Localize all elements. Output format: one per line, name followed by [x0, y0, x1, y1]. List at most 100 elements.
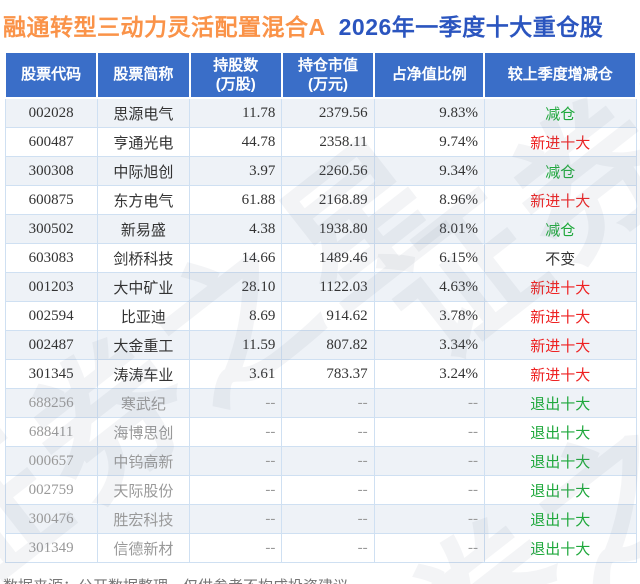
- col-header-shares: 持股数 (万股): [188, 51, 283, 99]
- cell-net-pct: --: [373, 504, 485, 534]
- cell-market-value: 783.37: [281, 359, 375, 389]
- cell-market-value: --: [281, 475, 375, 505]
- cell-stock-name: 涛涛车业: [96, 359, 191, 389]
- change-label: 退出十大: [530, 540, 591, 558]
- cell-stock-code: 300308: [4, 156, 98, 186]
- table-row: 600487 亨通光电 44.78 2358.11 9.74% 新进十大: [4, 127, 637, 157]
- cell-shares: --: [189, 446, 283, 476]
- col-header-code: 股票代码: [3, 51, 99, 99]
- table-row: 600875 东方电气 61.88 2168.89 8.96% 新进十大: [4, 185, 637, 215]
- cell-stock-code: 600875: [4, 185, 98, 215]
- table-row: 300308 中际旭创 3.97 2260.56 9.34% 减仓: [4, 156, 637, 186]
- cell-change: 退出十大: [483, 388, 637, 418]
- cell-net-pct: --: [373, 446, 485, 476]
- table-row: 000657 中钨高新 -- -- -- 退出十大: [4, 446, 637, 476]
- col-header-name-label: 股票简称: [113, 66, 174, 84]
- change-label: 减仓: [545, 221, 576, 239]
- cell-stock-code: 688256: [4, 388, 98, 418]
- cell-net-pct: 6.15%: [373, 243, 485, 273]
- cell-shares: --: [189, 504, 283, 534]
- cell-market-value: --: [281, 504, 375, 534]
- change-label: 退出十大: [530, 511, 591, 529]
- cell-market-value: --: [281, 446, 375, 476]
- cell-net-pct: 9.34%: [373, 156, 485, 186]
- cell-change: 退出十大: [483, 504, 637, 534]
- cell-stock-name: 思源电气: [96, 97, 191, 128]
- col-header-name: 股票简称: [96, 51, 191, 99]
- change-label: 不变: [545, 250, 576, 268]
- cell-stock-code: 002759: [4, 475, 98, 505]
- table-row: 603083 剑桥科技 14.66 1489.46 6.15% 不变: [4, 243, 637, 273]
- change-label: 退出十大: [530, 424, 591, 442]
- cell-stock-name: 比亚迪: [96, 301, 191, 331]
- cell-net-pct: --: [373, 533, 485, 563]
- table-row: 002759 天际股份 -- -- -- 退出十大: [4, 475, 637, 505]
- change-label: 减仓: [545, 163, 576, 181]
- cell-market-value: 2168.89: [281, 185, 375, 215]
- table-row: 688256 寒武纪 -- -- -- 退出十大: [4, 388, 637, 418]
- cell-stock-code: 002487: [4, 330, 98, 360]
- cell-market-value: 1122.03: [281, 272, 375, 302]
- header-row: 股票代码 股票简称 持股数 (万股) 持仓市值 (万元) 占净值比例 较上季度增减仓: [3, 51, 637, 99]
- col-header-pct: 占净值比例: [373, 51, 486, 99]
- cell-market-value: --: [281, 533, 375, 563]
- cell-change: 新进十大: [483, 272, 637, 302]
- col-header-pct-label: 占净值比例: [391, 66, 467, 84]
- cell-change: 新进十大: [483, 127, 637, 157]
- cell-net-pct: --: [373, 417, 485, 447]
- cell-change: 不变: [483, 243, 637, 273]
- cell-market-value: 807.82: [281, 330, 375, 360]
- cell-stock-name: 新易盛: [96, 214, 191, 244]
- cell-stock-code: 000657: [4, 446, 98, 476]
- cell-market-value: 2358.11: [281, 127, 375, 157]
- change-label: 退出十大: [530, 453, 591, 471]
- table-row: 300502 新易盛 4.38 1938.80 8.01% 减仓: [4, 214, 637, 244]
- cell-change: 减仓: [483, 156, 637, 186]
- cell-stock-code: 300502: [4, 214, 98, 244]
- footer-note: 数据来源：公开数据整理，仅供参考不构成投资建议: [3, 575, 640, 584]
- page-title: 融通转型三动力灵活配置混合A 2026年一季度十大重仓股: [0, 0, 640, 42]
- cell-net-pct: --: [373, 475, 485, 505]
- cell-change: 退出十大: [483, 417, 637, 447]
- cell-stock-code: 002594: [4, 301, 98, 331]
- cell-shares: 4.38: [189, 214, 283, 244]
- cell-change: 减仓: [483, 214, 637, 244]
- cell-stock-code: 688411: [4, 417, 98, 447]
- cell-market-value: 914.62: [281, 301, 375, 331]
- cell-stock-name: 剑桥科技: [96, 243, 191, 273]
- cell-stock-name: 亨通光电: [96, 127, 191, 157]
- cell-market-value: 1938.80: [281, 214, 375, 244]
- cell-stock-name: 大中矿业: [96, 272, 191, 302]
- change-label: 减仓: [545, 105, 576, 123]
- table-row: 002487 大金重工 11.59 807.82 3.34% 新进十大: [4, 330, 637, 360]
- change-label: 新进十大: [530, 279, 591, 297]
- cell-change: 退出十大: [483, 475, 637, 505]
- cell-net-pct: 8.01%: [373, 214, 485, 244]
- cell-change: 新进十大: [483, 359, 637, 389]
- cell-stock-code: 603083: [4, 243, 98, 273]
- change-label: 新进十大: [530, 192, 591, 210]
- cell-stock-name: 寒武纪: [96, 388, 191, 418]
- cell-change: 新进十大: [483, 301, 637, 331]
- cell-shares: 11.78: [189, 97, 283, 128]
- cell-stock-code: 301345: [4, 359, 98, 389]
- col-header-change-label: 较上季度增减仓: [507, 66, 613, 84]
- cell-shares: 11.59: [189, 330, 283, 360]
- change-label: 退出十大: [530, 395, 591, 413]
- cell-stock-name: 中际旭创: [96, 156, 191, 186]
- table-row: 001203 大中矿业 28.10 1122.03 4.63% 新进十大: [4, 272, 637, 302]
- cell-stock-name: 海博思创: [96, 417, 191, 447]
- cell-change: 退出十大: [483, 533, 637, 563]
- cell-stock-code: 301349: [4, 533, 98, 563]
- cell-shares: --: [189, 475, 283, 505]
- cell-net-pct: 3.24%: [373, 359, 485, 389]
- cell-market-value: --: [281, 388, 375, 418]
- change-label: 退出十大: [530, 482, 591, 500]
- cell-stock-code: 002028: [4, 97, 98, 128]
- cell-stock-name: 大金重工: [96, 330, 191, 360]
- cell-stock-name: 天际股份: [96, 475, 191, 505]
- report-period: 2026年一季度十大重仓股: [338, 14, 604, 40]
- cell-stock-code: 001203: [4, 272, 98, 302]
- cell-market-value: 2379.56: [281, 97, 375, 128]
